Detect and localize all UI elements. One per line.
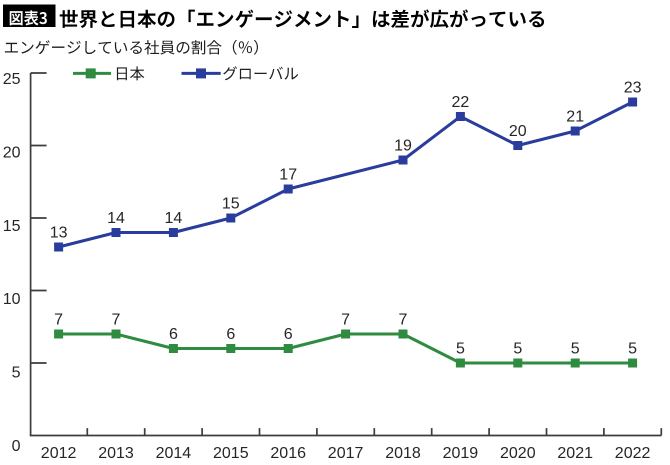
svg-text:19: 19	[394, 138, 412, 155]
svg-text:5: 5	[12, 365, 21, 382]
svg-text:21: 21	[566, 109, 584, 126]
svg-text:20: 20	[509, 123, 527, 140]
svg-text:2016: 2016	[270, 445, 306, 462]
svg-text:14: 14	[107, 210, 125, 227]
svg-text:17: 17	[279, 167, 297, 184]
svg-text:6: 6	[169, 326, 178, 343]
svg-text:6: 6	[226, 326, 235, 343]
svg-text:5: 5	[513, 341, 522, 358]
svg-text:2015: 2015	[213, 445, 249, 462]
svg-text:5: 5	[628, 341, 637, 358]
svg-text:15: 15	[3, 218, 21, 235]
svg-text:5: 5	[571, 341, 580, 358]
svg-text:23: 23	[624, 80, 642, 97]
svg-text:20: 20	[3, 145, 21, 162]
svg-text:2020: 2020	[500, 445, 536, 462]
svg-text:2018: 2018	[385, 445, 421, 462]
svg-text:2013: 2013	[98, 445, 134, 462]
svg-text:25: 25	[3, 71, 21, 88]
svg-text:2019: 2019	[443, 445, 479, 462]
svg-text:2017: 2017	[328, 445, 364, 462]
svg-text:22: 22	[452, 94, 470, 111]
svg-text:2012: 2012	[41, 445, 77, 462]
svg-text:10: 10	[3, 291, 21, 308]
svg-text:15: 15	[222, 196, 240, 213]
svg-text:5: 5	[456, 341, 465, 358]
svg-text:2022: 2022	[615, 445, 651, 462]
svg-text:0: 0	[12, 438, 21, 455]
svg-text:7: 7	[112, 312, 121, 329]
svg-text:6: 6	[284, 326, 293, 343]
svg-text:7: 7	[54, 312, 63, 329]
svg-text:2014: 2014	[156, 445, 192, 462]
svg-text:13: 13	[50, 225, 68, 242]
svg-text:7: 7	[341, 312, 350, 329]
svg-text:14: 14	[165, 210, 183, 227]
svg-text:2021: 2021	[557, 445, 593, 462]
svg-text:7: 7	[399, 312, 408, 329]
